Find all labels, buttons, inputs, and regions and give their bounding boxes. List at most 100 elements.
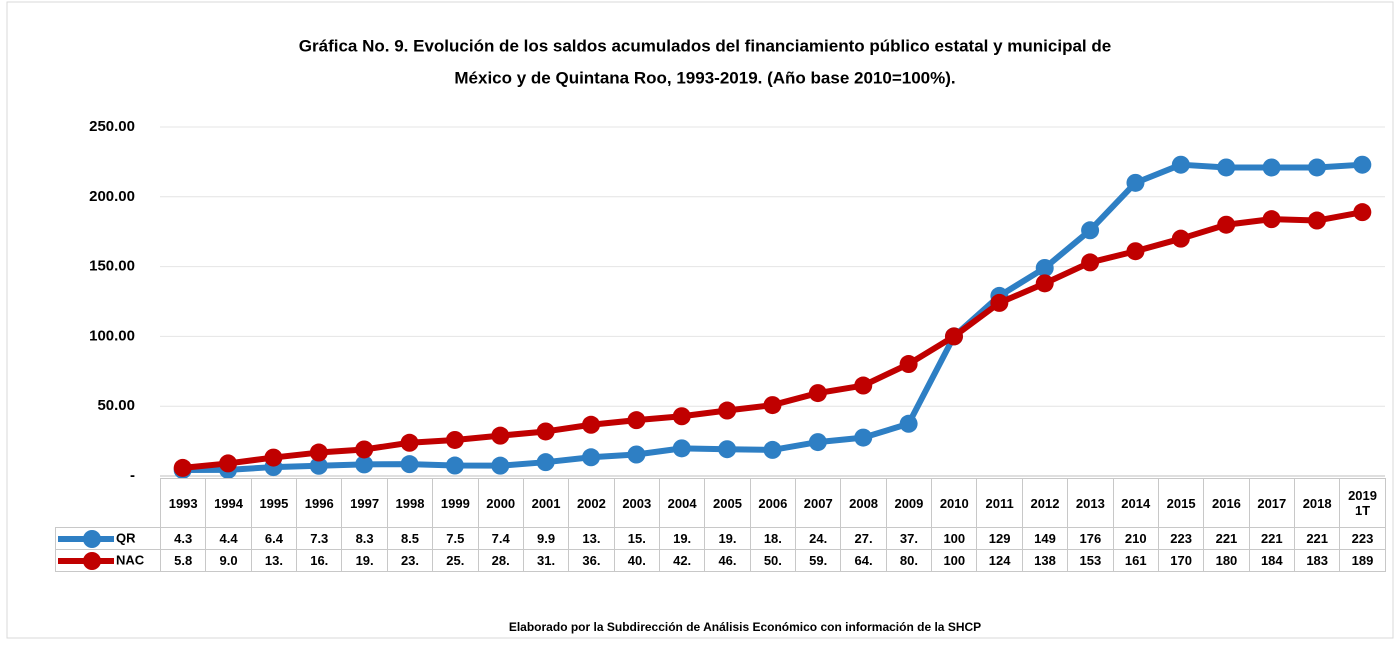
x-tick-label: 2010: [931, 478, 978, 528]
x-tick-label: 1996: [296, 478, 343, 528]
table-value: 8.5: [386, 527, 434, 550]
data-point: [763, 396, 782, 415]
x-tick-label: 2015: [1157, 478, 1205, 528]
data-point: [1307, 158, 1326, 177]
data-point: [854, 376, 873, 395]
table-value: 23.: [386, 549, 434, 572]
table-row: QR 4.3 4.4 6.4 7.3 8.3 8.5 7.5 7.4 9.9 13. 15. 19. 19…: [55, 527, 1386, 550]
x-tick-label: 1998: [386, 478, 434, 528]
table-value: 19.: [704, 527, 751, 550]
x-tick-label: 2005: [704, 478, 751, 528]
data-point: [808, 384, 827, 403]
table-value: 100: [931, 549, 978, 572]
table-value: 37.: [885, 527, 933, 550]
data-point: [582, 415, 601, 434]
x-tick-label: 2003: [613, 478, 660, 528]
table-value: 210: [1112, 527, 1159, 550]
y-tick-label: 50.00: [97, 397, 135, 414]
table-value: 180: [1203, 549, 1250, 572]
data-point: [627, 411, 646, 430]
legend-entry: QR: [55, 527, 161, 550]
data-point: [173, 458, 192, 477]
data-point: [309, 456, 328, 475]
table-value: 13.: [250, 549, 298, 572]
x-tick-label: 2012: [1021, 478, 1069, 528]
table-value: 7.3: [296, 527, 343, 550]
data-point: [264, 448, 283, 467]
table-value: 6.4: [250, 527, 298, 550]
x-tick-label: 1995: [250, 478, 298, 528]
chart-title: Gráfica No. 9. Evolución de los saldos a…: [299, 36, 1111, 55]
table-value: 4.4: [205, 527, 252, 550]
x-tick-label: 2002: [568, 478, 615, 528]
table-value: 42.: [658, 549, 706, 572]
legend-swatch: [58, 551, 114, 570]
data-point: [1035, 258, 1054, 277]
x-tick-label: 2018: [1293, 478, 1341, 528]
table-value: 221: [1293, 527, 1341, 550]
table-value: 8.3: [341, 527, 388, 550]
data-point: [355, 455, 374, 474]
source-note: Elaborado por la Subdirección de Análisi…: [509, 620, 981, 634]
data-point: [219, 454, 238, 473]
table-value: 7.5: [432, 527, 479, 550]
data-point: [944, 327, 963, 346]
table-value: 100: [931, 527, 978, 550]
data-point: [1353, 155, 1372, 174]
data-point: [1081, 253, 1100, 272]
data-point: [990, 293, 1009, 312]
data-point: [718, 440, 737, 459]
legend-marker: [83, 551, 101, 570]
table-value: 223: [1157, 527, 1205, 550]
data-point: [491, 426, 510, 445]
data-point: [627, 445, 646, 464]
data-point: [1035, 274, 1054, 293]
x-tick-label: 2001: [522, 478, 570, 528]
legend-swatch: [58, 529, 114, 548]
data-point: [1353, 203, 1372, 222]
x-tick-label: 2017: [1248, 478, 1295, 528]
data-point: [1081, 221, 1100, 240]
table-value: 46.: [704, 549, 751, 572]
x-tick-label: 2004: [658, 478, 706, 528]
table-value: 28.: [477, 549, 524, 572]
data-point: [808, 433, 827, 452]
data-point: [899, 355, 918, 374]
table-value: 24.: [795, 527, 842, 550]
x-tick-label: 2014: [1112, 478, 1159, 528]
x-tick-label: 2011: [976, 478, 1023, 528]
table-value: 18.: [749, 527, 797, 550]
table-value: 36.: [568, 549, 615, 572]
x-tick-label: 2009: [885, 478, 933, 528]
data-point: [309, 443, 328, 462]
table-value: 80.: [885, 549, 933, 572]
data-point: [1307, 211, 1326, 230]
table-value: 153: [1067, 549, 1114, 572]
x-tick-label: 1999: [432, 478, 479, 528]
data-point: [536, 422, 555, 441]
table-value: 149: [1021, 527, 1069, 550]
table-value: 40.: [613, 549, 660, 572]
chart-subtitle: México y de Quintana Roo, 1993-2019. (Añ…: [454, 68, 955, 87]
data-point: [400, 433, 419, 452]
table-value: 221: [1248, 527, 1295, 550]
x-tick-label: 2008: [840, 478, 887, 528]
table-value: 4.3: [159, 527, 207, 550]
table-value: 19.: [341, 549, 388, 572]
table-value: 161: [1112, 549, 1159, 572]
data-point: [899, 414, 918, 433]
data-point: [854, 428, 873, 447]
legend-marker: [83, 529, 101, 548]
data-point: [1217, 215, 1236, 234]
table-value: 15.: [613, 527, 660, 550]
data-point: [400, 455, 419, 474]
table-value: 9.0: [205, 549, 252, 572]
data-point: [1217, 158, 1236, 177]
data-point: [1126, 173, 1145, 192]
table-value: 27.: [840, 527, 887, 550]
x-tick-label: 2016: [1203, 478, 1250, 528]
x-tick-label: 2006: [749, 478, 797, 528]
table-value: 5.8: [159, 549, 207, 572]
